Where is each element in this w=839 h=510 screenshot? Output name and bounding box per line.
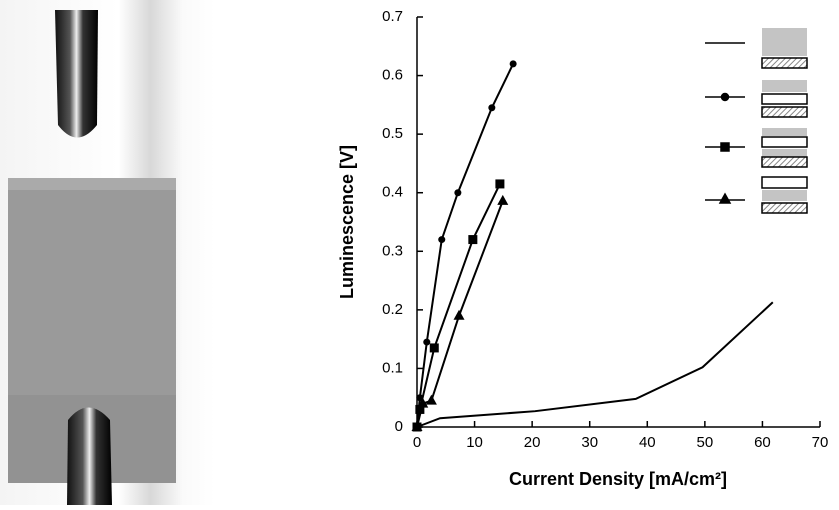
point xyxy=(429,343,439,353)
point xyxy=(417,397,429,408)
point xyxy=(495,179,505,189)
y-tick-label: 0.4 xyxy=(382,184,403,201)
y-tick-label: 0.6 xyxy=(382,67,403,84)
y-tick-label: 0.1 xyxy=(382,359,403,376)
series-line xyxy=(416,301,774,428)
point xyxy=(509,60,517,68)
y-tick-label: 0 xyxy=(395,418,403,435)
point xyxy=(411,421,423,431)
x-axis-title: Current Density [mA/cm²] xyxy=(509,469,727,489)
point xyxy=(425,394,437,405)
series-line xyxy=(416,183,501,428)
point xyxy=(497,194,509,205)
legend xyxy=(705,28,808,214)
y-tick-label: 0.2 xyxy=(382,301,403,318)
point xyxy=(454,189,462,197)
x-tick-label: 20 xyxy=(524,434,541,451)
series-line xyxy=(416,63,515,428)
point xyxy=(415,404,425,414)
point xyxy=(438,236,446,244)
point xyxy=(423,338,431,346)
x-tick-label: 50 xyxy=(697,434,714,451)
point xyxy=(468,235,478,245)
y-tick-label: 0.3 xyxy=(382,242,403,259)
x-tick-label: 40 xyxy=(639,434,656,451)
y-tick-label: 0.7 xyxy=(382,8,403,25)
x-tick-label: 30 xyxy=(581,434,598,451)
point xyxy=(488,104,496,112)
point xyxy=(453,309,465,320)
y-axis-title: Luminescence [V] xyxy=(337,145,357,299)
x-tick-label: 70 xyxy=(812,434,829,451)
x-tick-label: 0 xyxy=(413,434,421,451)
x-tick-label: 10 xyxy=(466,434,483,451)
photo xyxy=(0,0,215,505)
y-tick-label: 0.5 xyxy=(382,125,403,142)
x-tick-label: 60 xyxy=(754,434,771,451)
